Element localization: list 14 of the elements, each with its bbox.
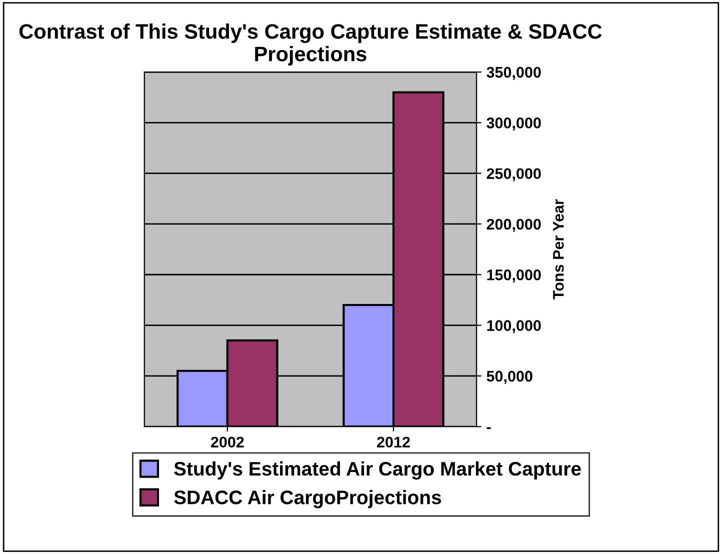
- y-tick-label: 350,000: [486, 66, 541, 80]
- y-tick-label: 300,000: [486, 118, 541, 131]
- legend-label: Study's Estimated Air Cargo Market Capture: [174, 461, 581, 480]
- y-tick-label: 250,000: [486, 168, 541, 182]
- y-axis-title: Tons Per Year: [553, 199, 564, 300]
- y-tick-label: -: [486, 427, 491, 430]
- x-tick-label: 2012: [377, 436, 410, 448]
- y-tick-label: 150,000: [487, 269, 541, 283]
- y-tick-label: 200,000: [486, 218, 541, 232]
- chart-title: Contrast of This Study's Cargo Capture Estimate & SDACC Projections: [19, 24, 602, 66]
- x-tick-label: 2002: [210, 436, 244, 448]
- y-tick-label: 50,000: [486, 370, 532, 384]
- y-tick-label: 100,000: [487, 320, 541, 334]
- legend-label: SDACC Air CargoProjections: [174, 490, 442, 508]
